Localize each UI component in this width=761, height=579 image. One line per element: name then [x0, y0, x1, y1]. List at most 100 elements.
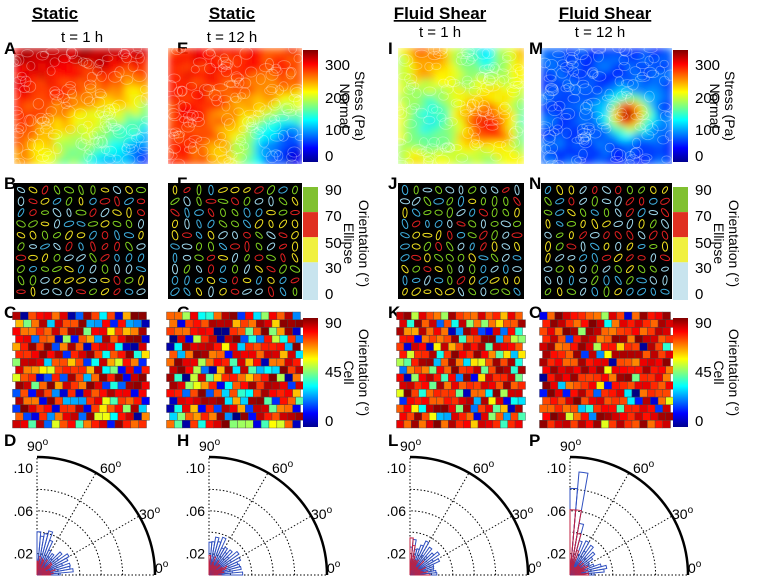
heat-cell [53, 110, 62, 119]
heat-cell [184, 71, 193, 80]
cell [71, 366, 79, 374]
cell [99, 343, 107, 351]
cell [448, 374, 455, 382]
cell [233, 335, 241, 343]
heat-cell [38, 71, 47, 80]
cell [118, 413, 126, 421]
cell [214, 420, 222, 428]
cell [277, 389, 285, 397]
cell [13, 312, 21, 320]
column-header: Static [209, 4, 255, 23]
cell [139, 389, 147, 397]
colorbar-tick: 90 [695, 315, 712, 332]
colorbar: 3002001000NormalStress (Pa) [303, 50, 368, 165]
cell [222, 420, 230, 428]
cell [500, 312, 507, 320]
heat-cell [610, 87, 619, 96]
panel-letter: D [4, 431, 16, 450]
cell [429, 382, 436, 390]
cell [83, 389, 91, 397]
cell [400, 382, 407, 390]
cell [558, 351, 566, 359]
cell [434, 312, 441, 320]
cell [280, 397, 288, 405]
cell [190, 312, 198, 320]
cell [459, 382, 466, 390]
heat-cell [633, 94, 642, 103]
cell [190, 374, 198, 382]
cell [566, 320, 574, 328]
cell [256, 366, 264, 374]
colorbar-segment [303, 212, 318, 237]
heat-cell [541, 71, 550, 80]
cell [139, 312, 147, 320]
ellipse-bg [168, 183, 302, 299]
cell [126, 351, 134, 359]
heat-cell [649, 149, 658, 158]
cell [91, 358, 99, 366]
cell [650, 335, 658, 343]
heat-cell [140, 87, 149, 96]
cell [655, 327, 663, 335]
heat-cell [124, 87, 133, 96]
cell [237, 389, 245, 397]
cell [44, 358, 52, 366]
cell [414, 413, 421, 421]
heat-cell [657, 87, 666, 96]
cell [230, 358, 238, 366]
cell [581, 397, 589, 405]
cell [240, 397, 248, 405]
cell [174, 358, 182, 366]
cell [52, 327, 60, 335]
cell [586, 327, 594, 335]
heat-cell [278, 79, 287, 88]
heat-cell [664, 87, 673, 96]
colorbar: 907050300EllipseOrientation (°) [673, 182, 742, 303]
cell [185, 366, 193, 374]
cell [496, 366, 503, 374]
cell [47, 397, 55, 405]
angle-degree: o [335, 559, 341, 570]
polar-plot: .10.06.0290o60o30o0o [387, 437, 542, 576]
cell [617, 405, 625, 413]
heat-cell [278, 141, 287, 150]
cell [563, 374, 571, 382]
cell [288, 413, 296, 421]
cell [515, 343, 522, 351]
cell [640, 358, 648, 366]
heat-cell [255, 87, 264, 96]
heat-cell [641, 141, 650, 150]
radial-tick-label: .02 [387, 546, 407, 562]
cell [31, 320, 39, 328]
cell [277, 420, 285, 428]
cell [225, 382, 233, 390]
cell [397, 343, 404, 351]
stress-map [393, 44, 528, 169]
cell [612, 366, 620, 374]
cell [589, 335, 597, 343]
cell [414, 397, 421, 405]
cell [240, 382, 248, 390]
cell [60, 374, 68, 382]
cell [508, 420, 515, 428]
cell [511, 397, 518, 405]
cell [663, 420, 671, 428]
cell [83, 327, 91, 335]
heat-cell [270, 125, 279, 134]
heat-cell [572, 94, 581, 103]
cell [47, 335, 55, 343]
angle-value: 60 [272, 460, 288, 476]
cell [76, 405, 84, 413]
radial-tick-label: .10 [14, 460, 34, 476]
cell [581, 382, 589, 390]
heat [393, 44, 528, 169]
cell [214, 389, 222, 397]
cell [589, 413, 597, 421]
heat-cell [294, 71, 303, 80]
cell [170, 335, 178, 343]
cell [643, 351, 651, 359]
angle-label: 60o [473, 459, 495, 476]
heat-cell [494, 48, 502, 57]
cell [612, 382, 620, 390]
heat-cell [215, 118, 224, 127]
